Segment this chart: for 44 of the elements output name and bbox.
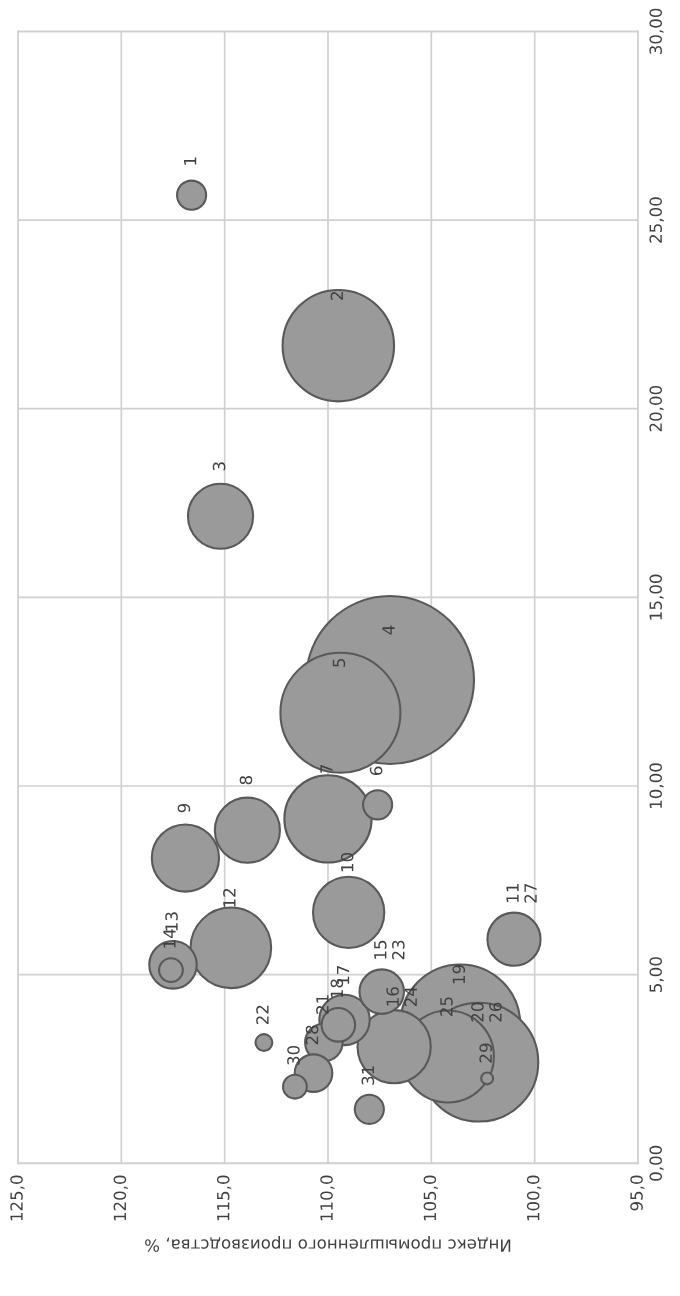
- annotation: 21: [316, 995, 329, 1014]
- annotation: 9: [177, 803, 191, 813]
- annotation: 2: [330, 292, 343, 300]
- x-tick-label: 95,0: [630, 1175, 645, 1211]
- annotation: 16: [386, 987, 399, 1006]
- y-tick-label: 0,00: [649, 1145, 664, 1181]
- annotation: 13: [165, 912, 178, 931]
- annotation: 23: [392, 940, 405, 960]
- x-tick-label: 125,0: [10, 1175, 25, 1221]
- annotation: 20: [471, 1002, 484, 1022]
- y-tick-label: 30,00: [649, 8, 664, 54]
- annotation: 19: [452, 965, 466, 984]
- y-tick-label: 20,00: [649, 385, 664, 432]
- annotation: 14: [163, 929, 176, 948]
- annotation: 27: [524, 884, 537, 903]
- annotation: 30: [287, 1045, 300, 1065]
- annotation: 4: [382, 625, 395, 635]
- x-tick-label: 120,0: [113, 1175, 128, 1221]
- annotation: 24: [404, 987, 417, 1007]
- annotation: 25: [440, 997, 453, 1016]
- annotation: 22: [256, 1005, 269, 1025]
- annotation: 26: [489, 1002, 502, 1022]
- annotation: 6: [369, 766, 383, 776]
- annotation: 8: [239, 775, 253, 785]
- annotation: 10: [340, 852, 354, 872]
- annotation: 29: [479, 1043, 492, 1063]
- y-tick-label: 5,00: [649, 957, 664, 992]
- annotation: 12: [223, 888, 236, 907]
- annotation: 11: [506, 884, 519, 902]
- x-tick-label: 105,0: [423, 1175, 438, 1221]
- annotation: 15: [374, 940, 387, 959]
- y-tick-label: 10,00: [649, 763, 664, 809]
- annotation: 5: [332, 658, 346, 667]
- annotation: 31: [361, 1066, 375, 1085]
- x-tick-label: 115,0: [216, 1175, 232, 1221]
- annotation: 1: [184, 157, 197, 165]
- annotation: 7: [320, 764, 333, 773]
- y-tick-label: 15,00: [649, 574, 664, 620]
- x-tick-label: 110,0: [320, 1175, 335, 1221]
- x-tick-label: 100,0: [526, 1175, 542, 1221]
- y-tick-label: 25,00: [649, 197, 664, 243]
- annotation: 3: [212, 462, 226, 471]
- x-axis-title: Индекс промышленного производства, %: [145, 1236, 511, 1252]
- annotation: 28: [305, 1025, 319, 1045]
